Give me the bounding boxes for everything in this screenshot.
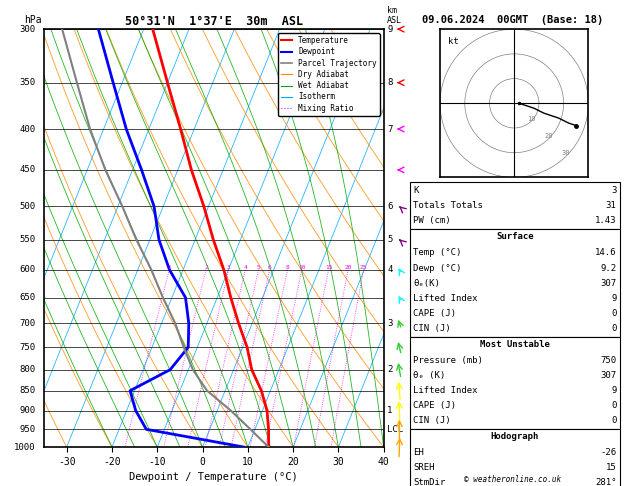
Text: 4: 4 — [387, 265, 392, 274]
Text: 4: 4 — [243, 265, 247, 270]
Text: Surface: Surface — [496, 232, 533, 242]
Text: 400: 400 — [19, 124, 35, 134]
Text: 1: 1 — [387, 406, 392, 415]
Text: 8: 8 — [286, 265, 289, 270]
Text: CIN (J): CIN (J) — [413, 324, 451, 333]
Text: CIN (J): CIN (J) — [413, 416, 451, 425]
Text: 3: 3 — [226, 265, 230, 270]
Text: 3: 3 — [387, 319, 392, 328]
Text: 2: 2 — [387, 365, 392, 374]
Text: 800: 800 — [19, 365, 35, 374]
Text: 3: 3 — [611, 186, 616, 195]
Text: EH: EH — [413, 448, 424, 457]
Text: SREH: SREH — [413, 463, 435, 472]
Text: 300: 300 — [19, 25, 35, 34]
Text: 450: 450 — [19, 165, 35, 174]
Text: 700: 700 — [19, 319, 35, 328]
Text: 281°: 281° — [595, 478, 616, 486]
Text: 850: 850 — [19, 386, 35, 395]
Text: 9: 9 — [611, 294, 616, 303]
Text: 0: 0 — [611, 309, 616, 318]
Text: 20: 20 — [344, 265, 352, 270]
Text: 307: 307 — [600, 371, 616, 380]
Text: 25: 25 — [360, 265, 367, 270]
Text: 10: 10 — [298, 265, 306, 270]
Text: CAPE (J): CAPE (J) — [413, 401, 456, 410]
Text: θₑ (K): θₑ (K) — [413, 371, 445, 380]
Text: 5: 5 — [257, 265, 260, 270]
Text: 15: 15 — [325, 265, 332, 270]
Text: 8: 8 — [387, 78, 392, 87]
Text: 30: 30 — [562, 150, 571, 156]
Text: 0: 0 — [611, 401, 616, 410]
Text: 6: 6 — [268, 265, 272, 270]
Text: km
ASL: km ASL — [387, 5, 402, 25]
Text: 307: 307 — [600, 278, 616, 288]
Text: Pressure (mb): Pressure (mb) — [413, 356, 483, 365]
Text: 1.43: 1.43 — [595, 216, 616, 226]
Text: 0: 0 — [611, 416, 616, 425]
Text: LCL: LCL — [387, 425, 403, 434]
Text: 15: 15 — [606, 463, 616, 472]
Text: 650: 650 — [19, 293, 35, 302]
Text: 9.2: 9.2 — [600, 263, 616, 273]
Text: 750: 750 — [19, 343, 35, 352]
Text: Hodograph: Hodograph — [491, 432, 539, 441]
Text: -26: -26 — [600, 448, 616, 457]
Text: 2: 2 — [204, 265, 208, 270]
Text: © weatheronline.co.uk: © weatheronline.co.uk — [464, 474, 561, 484]
Text: 1: 1 — [167, 265, 171, 270]
Text: 20: 20 — [545, 133, 553, 139]
Text: θₑ(K): θₑ(K) — [413, 278, 440, 288]
Title: 50°31'N  1°37'E  30m  ASL: 50°31'N 1°37'E 30m ASL — [125, 15, 303, 28]
Text: 750: 750 — [600, 356, 616, 365]
Text: Totals Totals: Totals Totals — [413, 201, 483, 210]
Text: 600: 600 — [19, 265, 35, 274]
Text: Temp (°C): Temp (°C) — [413, 248, 462, 258]
Text: 9: 9 — [387, 25, 392, 34]
Text: Mixing Ratio (g/kg): Mixing Ratio (g/kg) — [411, 187, 420, 289]
Text: 950: 950 — [19, 425, 35, 434]
Text: hPa: hPa — [24, 15, 42, 25]
Text: 350: 350 — [19, 78, 35, 87]
Text: PW (cm): PW (cm) — [413, 216, 451, 226]
Text: 9: 9 — [611, 386, 616, 395]
Text: 10: 10 — [527, 116, 536, 122]
Text: 7: 7 — [387, 124, 392, 134]
Text: 31: 31 — [606, 201, 616, 210]
Text: Dewp (°C): Dewp (°C) — [413, 263, 462, 273]
Text: 550: 550 — [19, 235, 35, 244]
Text: Lifted Index: Lifted Index — [413, 386, 478, 395]
Text: Lifted Index: Lifted Index — [413, 294, 478, 303]
Legend: Temperature, Dewpoint, Parcel Trajectory, Dry Adiabat, Wet Adiabat, Isotherm, Mi: Temperature, Dewpoint, Parcel Trajectory… — [277, 33, 380, 116]
Text: Most Unstable: Most Unstable — [480, 340, 550, 349]
Text: 900: 900 — [19, 406, 35, 415]
Text: kt: kt — [447, 36, 459, 46]
Text: 5: 5 — [387, 235, 392, 244]
Text: 0: 0 — [611, 324, 616, 333]
Text: 09.06.2024  00GMT  (Base: 18): 09.06.2024 00GMT (Base: 18) — [422, 15, 603, 25]
Text: K: K — [413, 186, 419, 195]
Text: StmDir: StmDir — [413, 478, 445, 486]
Text: 500: 500 — [19, 202, 35, 211]
X-axis label: Dewpoint / Temperature (°C): Dewpoint / Temperature (°C) — [130, 472, 298, 483]
Text: 14.6: 14.6 — [595, 248, 616, 258]
Text: 6: 6 — [387, 202, 392, 211]
Text: CAPE (J): CAPE (J) — [413, 309, 456, 318]
Text: 1000: 1000 — [14, 443, 35, 451]
